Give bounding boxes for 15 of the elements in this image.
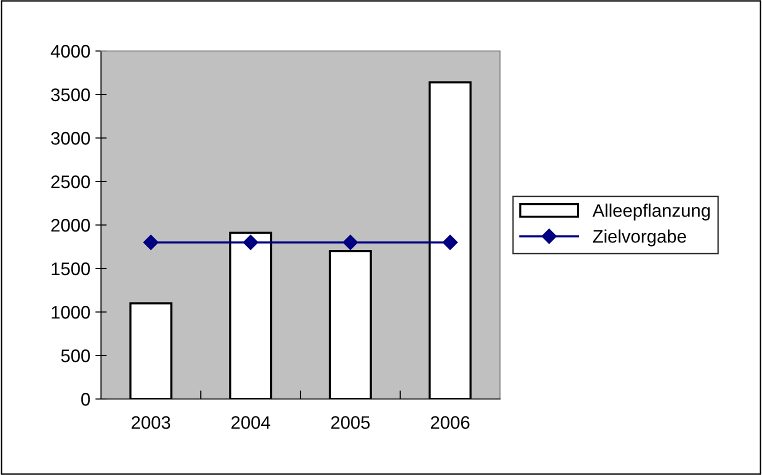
y-tick-label: 500 — [61, 349, 90, 362]
y-tick-label: 1500 — [52, 262, 90, 276]
y-tick-label: 2500 — [51, 175, 90, 188]
x-tick-label: 2003 — [132, 416, 170, 429]
y-tick-label: 4000 — [50, 44, 90, 58]
x-tick-label: 2004 — [231, 416, 270, 429]
y-tick-label: 0 — [81, 392, 90, 406]
y-tick-label: 1000 — [52, 306, 90, 319]
x-tick-label: 2006 — [430, 416, 470, 429]
legend-label: Zielvorgabe — [593, 230, 686, 246]
y-tick-label: 2000 — [51, 218, 90, 232]
y-tick-label: 3500 — [51, 88, 90, 102]
legend-label: Alleepflanzung — [592, 204, 710, 220]
y-tick-label: 3000 — [51, 132, 90, 145]
x-tick-label: 2005 — [331, 416, 370, 429]
